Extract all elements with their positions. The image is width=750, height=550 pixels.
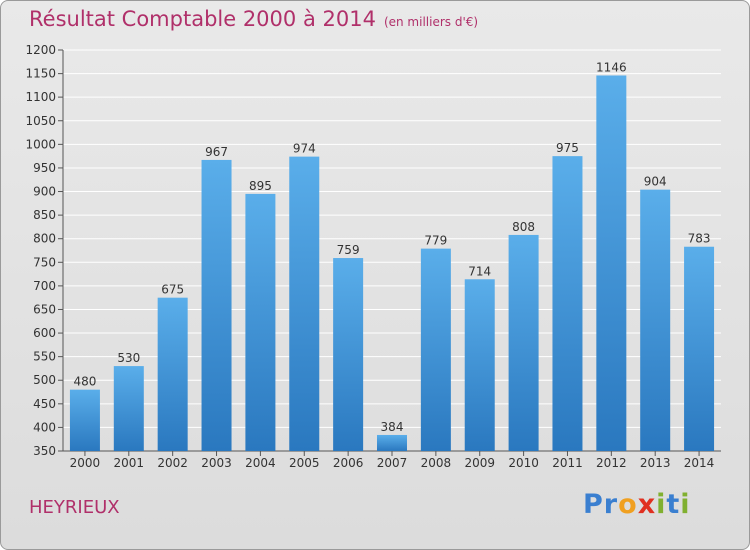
x-tick-label: 2000 [70,456,101,470]
bar [464,279,495,451]
x-tick-label: 2011 [552,456,583,470]
logo-letter: t [666,489,681,520]
data-label: 480 [73,375,96,389]
x-tick-label: 2006 [333,456,364,470]
data-label: 530 [117,351,140,365]
x-tick-label: 2014 [684,456,715,470]
proxiti-logo: Proxiti [583,489,691,520]
data-label: 808 [512,220,535,234]
bar [69,389,100,451]
y-tick-label: 1150 [25,67,56,81]
chart-subtitle: (en milliers d'€) [383,15,479,29]
y-tick-label: 750 [33,255,56,269]
y-tick-label: 1000 [25,137,56,151]
y-tick-label: 1050 [25,114,56,128]
logo-letter: i [656,489,667,520]
data-label: 675 [161,283,184,297]
x-tick-label: 2003 [201,456,232,470]
y-tick-label: 350 [33,444,56,458]
y-tick-label: 450 [33,397,56,411]
bar [333,258,364,451]
town-name: HEYRIEUX [29,497,120,518]
data-label: 714 [468,264,491,278]
y-tick-label: 1100 [25,90,56,104]
bar [420,248,451,451]
bar [508,234,539,451]
logo-letter: i [680,489,691,520]
data-label: 783 [688,232,711,246]
y-tick-label: 850 [33,208,56,222]
data-label: 975 [556,141,579,155]
y-tick-label: 950 [33,161,56,175]
y-tick-label: 900 [33,185,56,199]
logo-letter: r [603,489,619,520]
data-label: 904 [644,175,667,189]
x-tick-label: 2002 [157,456,188,470]
y-tick-label: 550 [33,350,56,364]
y-tick-label: 700 [33,279,56,293]
data-label: 1146 [596,60,627,74]
y-tick-label: 1200 [25,43,56,57]
y-tick-label: 600 [33,326,56,340]
bar [157,297,188,451]
bar [289,156,320,451]
x-tick-label: 2010 [508,456,539,470]
y-tick-label: 400 [33,420,56,434]
x-tick-label: 2009 [464,456,495,470]
y-tick-label: 500 [33,373,56,387]
data-label: 384 [381,420,404,434]
bar [684,246,715,451]
bar [596,75,627,452]
chart-title: Résultat Comptable 2000 à 2014 (en millie… [29,7,478,31]
x-tick-label: 2013 [640,456,671,470]
bar [552,156,583,451]
data-label: 974 [293,142,316,156]
bar [640,189,671,452]
bar [377,434,407,451]
logo-letter: x [637,489,657,520]
data-label: 967 [205,145,228,159]
logo-letter: o [618,489,638,520]
x-tick-label: 2005 [289,456,320,470]
x-tick-label: 2001 [114,456,145,470]
data-label: 779 [424,234,447,248]
x-tick-label: 2012 [596,456,627,470]
x-tick-label: 2008 [421,456,452,470]
x-tick-label: 2004 [245,456,276,470]
logo-letter: P [583,489,604,520]
data-label: 895 [249,179,272,193]
y-tick-label: 650 [33,302,56,316]
bar [245,193,276,451]
y-tick-label: 800 [33,232,56,246]
data-label: 759 [337,243,360,257]
x-tick-label: 2007 [377,456,408,470]
chart-title-main: Résultat Comptable 2000 à 2014 [29,7,376,31]
bar [113,366,144,451]
bar [201,159,232,451]
